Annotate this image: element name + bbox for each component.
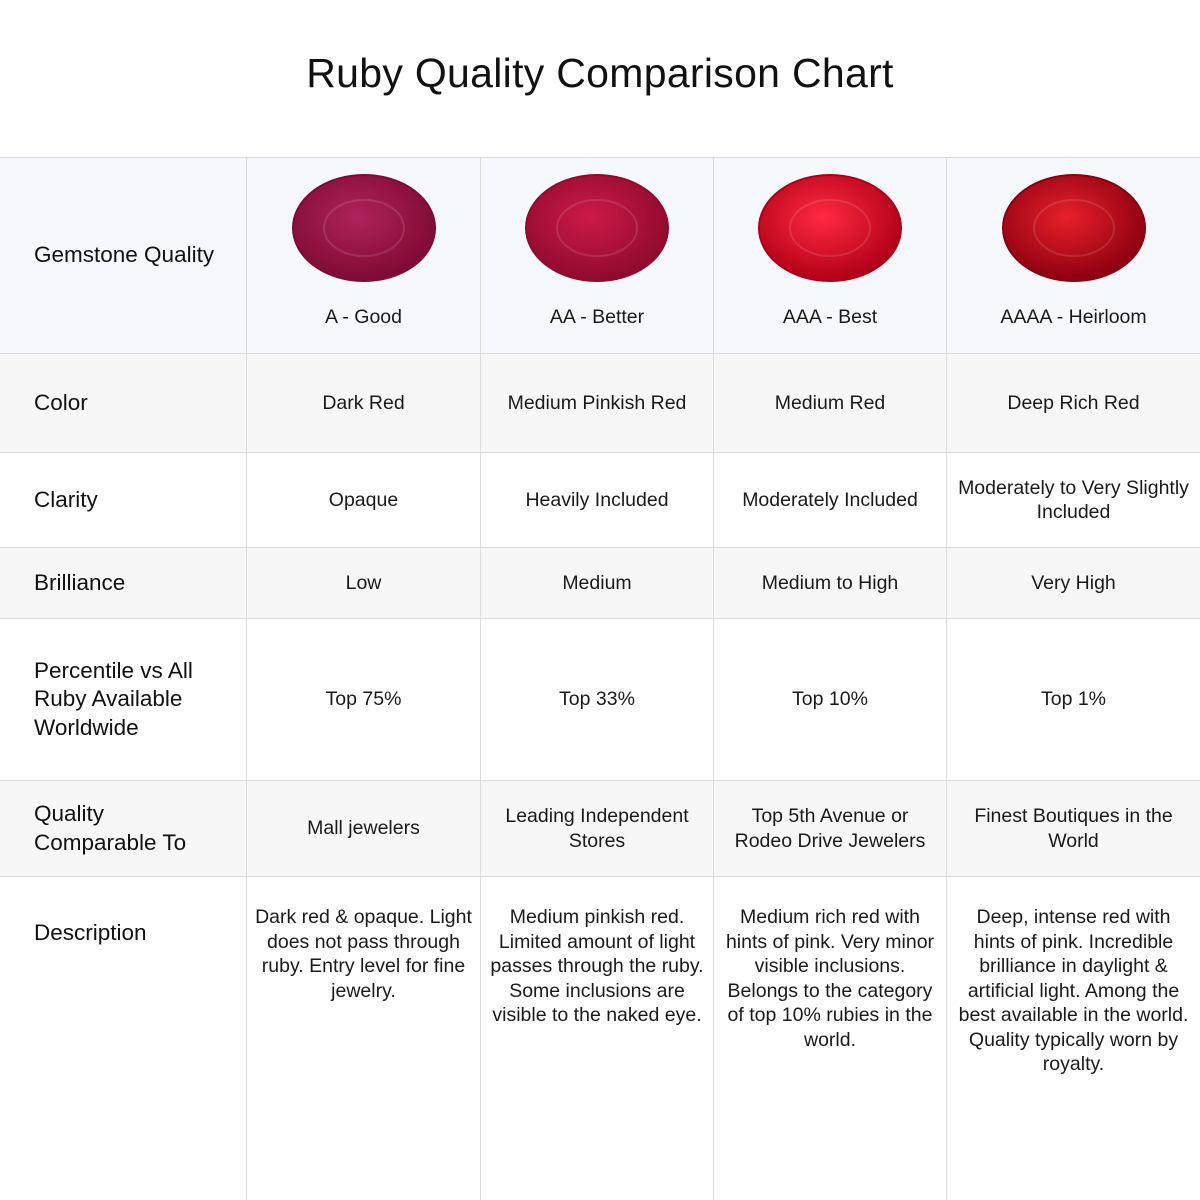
- row-label: Description: [0, 876, 247, 1200]
- page-title: Ruby Quality Comparison Chart: [306, 50, 894, 96]
- table-cell: Top 5th Avenue or Rodeo Drive Jewelers: [714, 780, 947, 876]
- table-cell: Leading Independent Stores: [481, 780, 714, 876]
- table-cell: Medium Red: [714, 353, 947, 452]
- header-label: Gemstone Quality: [0, 157, 247, 353]
- grade-cell: AAAA - Heirloom: [947, 157, 1200, 353]
- table-cell: Deep, intense red with hints of pink. In…: [947, 876, 1200, 1200]
- table-cell: Medium pinkish red. Limited amount of li…: [481, 876, 714, 1200]
- gem-image: [291, 173, 436, 282]
- table-cell: Medium rich red with hints of pink. Very…: [714, 876, 947, 1200]
- table-cell: Very High: [947, 547, 1200, 618]
- table-cell: Finest Boutiques in the World: [947, 780, 1200, 876]
- row-label: Quality Comparable To: [0, 780, 247, 876]
- table-cell: Medium: [481, 547, 714, 618]
- table-cell: Opaque: [247, 452, 481, 547]
- row-label: Color: [0, 353, 247, 452]
- row-label: Brilliance: [0, 547, 247, 618]
- table-cell: Mall jewelers: [247, 780, 481, 876]
- table-cell: Low: [247, 547, 481, 618]
- table-cell: Moderately to Very Slightly Included: [947, 452, 1200, 547]
- table-cell: Top 10%: [714, 618, 947, 780]
- table-cell: Moderately Included: [714, 452, 947, 547]
- grade-label: AA - Better: [549, 305, 645, 328]
- table-cell: Top 75%: [247, 618, 481, 780]
- table-cell: Top 33%: [481, 618, 714, 780]
- table-cell: Dark Red: [247, 353, 481, 452]
- grade-cell: A - Good: [247, 157, 481, 353]
- grade-label: A - Good: [325, 305, 402, 328]
- grade-label: AAAA - Heirloom: [1000, 305, 1147, 328]
- gem-image: [1001, 173, 1146, 282]
- table-cell: Heavily Included: [481, 452, 714, 547]
- table-cell: Top 1%: [947, 618, 1200, 780]
- grade-label: AAA - Best: [782, 305, 878, 328]
- table-cell: Medium Pinkish Red: [481, 353, 714, 452]
- gem-image: [758, 173, 902, 282]
- row-label: Clarity: [0, 452, 247, 547]
- table-cell: Dark red & opaque. Light does not pass t…: [247, 876, 481, 1200]
- gem-image: [525, 173, 669, 282]
- table-cell: Deep Rich Red: [947, 353, 1200, 452]
- row-label: Percentile vs All Ruby Available Worldwi…: [0, 618, 247, 780]
- grade-cell: AAA - Best: [714, 157, 947, 353]
- table-cell: Medium to High: [714, 547, 947, 618]
- grade-cell: AA - Better: [481, 157, 714, 353]
